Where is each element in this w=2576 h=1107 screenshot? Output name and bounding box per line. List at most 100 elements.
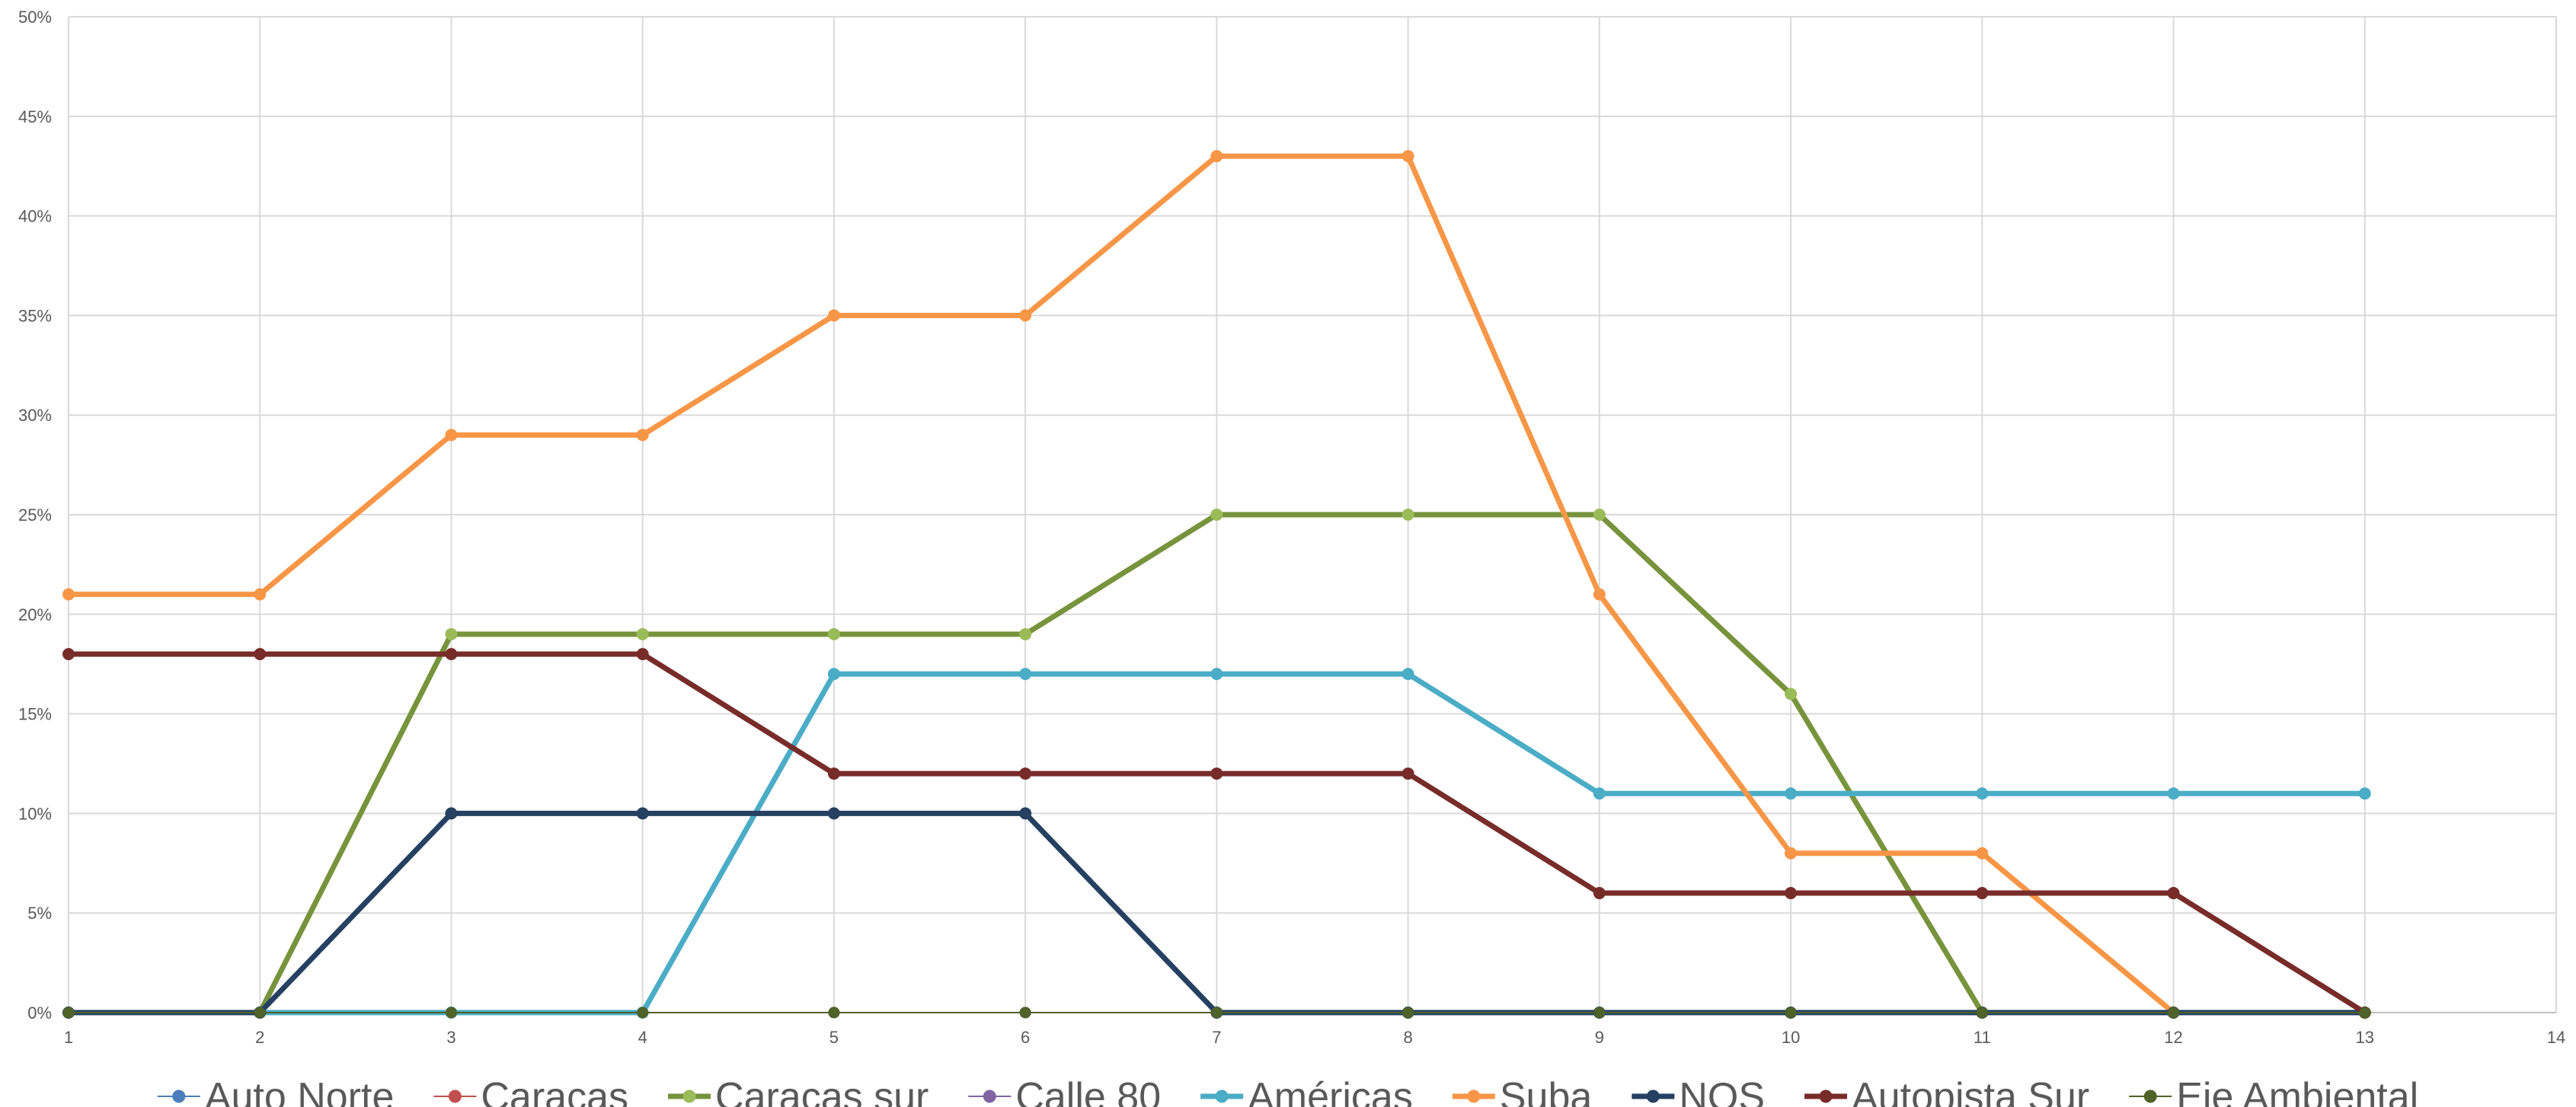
data-point: [1401, 767, 1414, 780]
legend-label: Américas: [1248, 1075, 1413, 1107]
data-point: [254, 588, 267, 601]
data-point: [636, 807, 649, 820]
x-tick-label: 14: [2547, 1028, 2565, 1047]
data-point: [637, 1007, 649, 1019]
legend: Auto Norte Caracas Caracas sur Calle 80 Amér…: [157, 1075, 2418, 1107]
y-tick-label: 45%: [18, 107, 52, 126]
x-tick-label: 8: [1403, 1028, 1412, 1047]
data-point: [1593, 509, 1606, 521]
data-point: [1019, 309, 1032, 322]
series-lines: [62, 150, 2371, 1019]
data-point: [2167, 787, 2180, 800]
y-tick-label: 5%: [27, 904, 52, 923]
x-tick-label: 10: [1782, 1028, 1800, 1047]
data-point: [62, 648, 75, 661]
data-point: [2359, 1007, 2371, 1019]
data-point: [2168, 1007, 2180, 1019]
legend-label: Suba: [1500, 1075, 1593, 1107]
data-point: [827, 309, 840, 322]
data-point: [445, 1007, 457, 1019]
y-tick-label: 25%: [18, 506, 52, 525]
data-point: [1210, 1007, 1222, 1019]
y-tick-label: 50%: [18, 8, 52, 27]
data-point: [1019, 1007, 1031, 1019]
legend-item: Calle 80: [968, 1075, 1161, 1107]
legend-swatch-marker: [1646, 1089, 1660, 1103]
data-point: [1019, 807, 1032, 820]
data-point: [1402, 1007, 1414, 1019]
data-point: [1210, 668, 1223, 681]
legend-swatch-marker: [1467, 1089, 1481, 1103]
x-tick-label: 7: [1212, 1028, 1221, 1047]
y-tick-label: 10%: [18, 804, 52, 823]
data-point: [1593, 887, 1606, 900]
x-tick-label: 1: [64, 1028, 73, 1047]
data-point: [445, 627, 458, 640]
legend-swatch-marker: [2143, 1089, 2157, 1103]
x-tick-label: 4: [638, 1028, 647, 1047]
x-tick-label: 2: [255, 1028, 264, 1047]
legend-label: Auto Norte: [205, 1075, 395, 1107]
data-point: [1593, 787, 1606, 800]
series-line: [66, 153, 2177, 1016]
data-point: [636, 627, 649, 640]
legend-item: Autopista Sur: [1804, 1075, 2089, 1107]
data-point: [1976, 887, 1989, 900]
legend-label: Caracas sur: [715, 1075, 928, 1107]
data-point: [1785, 847, 1798, 860]
data-point: [827, 668, 840, 681]
series-autopista-sur: [62, 648, 2371, 1019]
data-point: [827, 807, 840, 820]
data-point: [445, 648, 458, 661]
x-tick-label: 5: [829, 1028, 839, 1047]
legend-label: NQS: [1679, 1075, 1765, 1107]
data-point: [1210, 509, 1223, 521]
x-tick-label: 9: [1595, 1028, 1604, 1047]
data-point: [1401, 509, 1414, 521]
x-tick-label: 3: [446, 1028, 455, 1047]
data-point: [2358, 787, 2371, 800]
data-point: [1210, 150, 1223, 163]
data-point: [1593, 1007, 1606, 1019]
x-tick-label: 13: [2356, 1028, 2374, 1047]
x-tick-label: 12: [2164, 1028, 2182, 1047]
y-tick-label: 30%: [18, 406, 52, 425]
data-point: [1401, 150, 1414, 163]
data-point: [254, 1007, 266, 1019]
data-point: [1785, 887, 1798, 900]
data-point: [1976, 787, 1989, 800]
x-tick-label: 11: [1974, 1028, 1991, 1047]
legend-swatch-marker: [682, 1089, 696, 1103]
legend-item: Américas: [1200, 1075, 1413, 1107]
data-point: [827, 627, 840, 640]
data-point: [827, 767, 840, 780]
legend-swatch-marker: [1215, 1089, 1229, 1103]
data-point: [1785, 787, 1798, 800]
data-point: [445, 807, 458, 820]
legend-item: Caracas sur: [668, 1075, 928, 1107]
legend-swatch-marker: [983, 1089, 996, 1103]
data-point: [1785, 1007, 1797, 1019]
data-point: [1401, 668, 1414, 681]
data-point: [1019, 767, 1032, 780]
data-point: [1019, 627, 1032, 640]
series-eje-ambiental: [62, 1007, 2371, 1019]
legend-item: Eje Ambiental: [2129, 1075, 2418, 1107]
legend-item: Suba: [1452, 1075, 1593, 1107]
legend-item: Auto Norte: [157, 1075, 395, 1107]
data-point: [1976, 1007, 1988, 1019]
series-suba: [62, 150, 2180, 1019]
data-point: [1019, 668, 1032, 681]
y-tick-label: 20%: [18, 605, 52, 624]
legend-swatch-marker: [1819, 1089, 1833, 1103]
legend-item: Caracas: [433, 1075, 628, 1107]
axes: 0%5%10%15%20%25%30%35%40%45%50%1 2 3 4 5 6 7 8 9…: [18, 8, 2565, 1047]
y-tick-label: 0%: [27, 1003, 52, 1022]
legend-label: Eje Ambiental: [2176, 1075, 2418, 1107]
data-point: [1976, 847, 1989, 860]
data-point: [636, 648, 649, 661]
data-point: [62, 1007, 75, 1019]
data-point: [445, 429, 458, 442]
data-point: [62, 588, 75, 601]
